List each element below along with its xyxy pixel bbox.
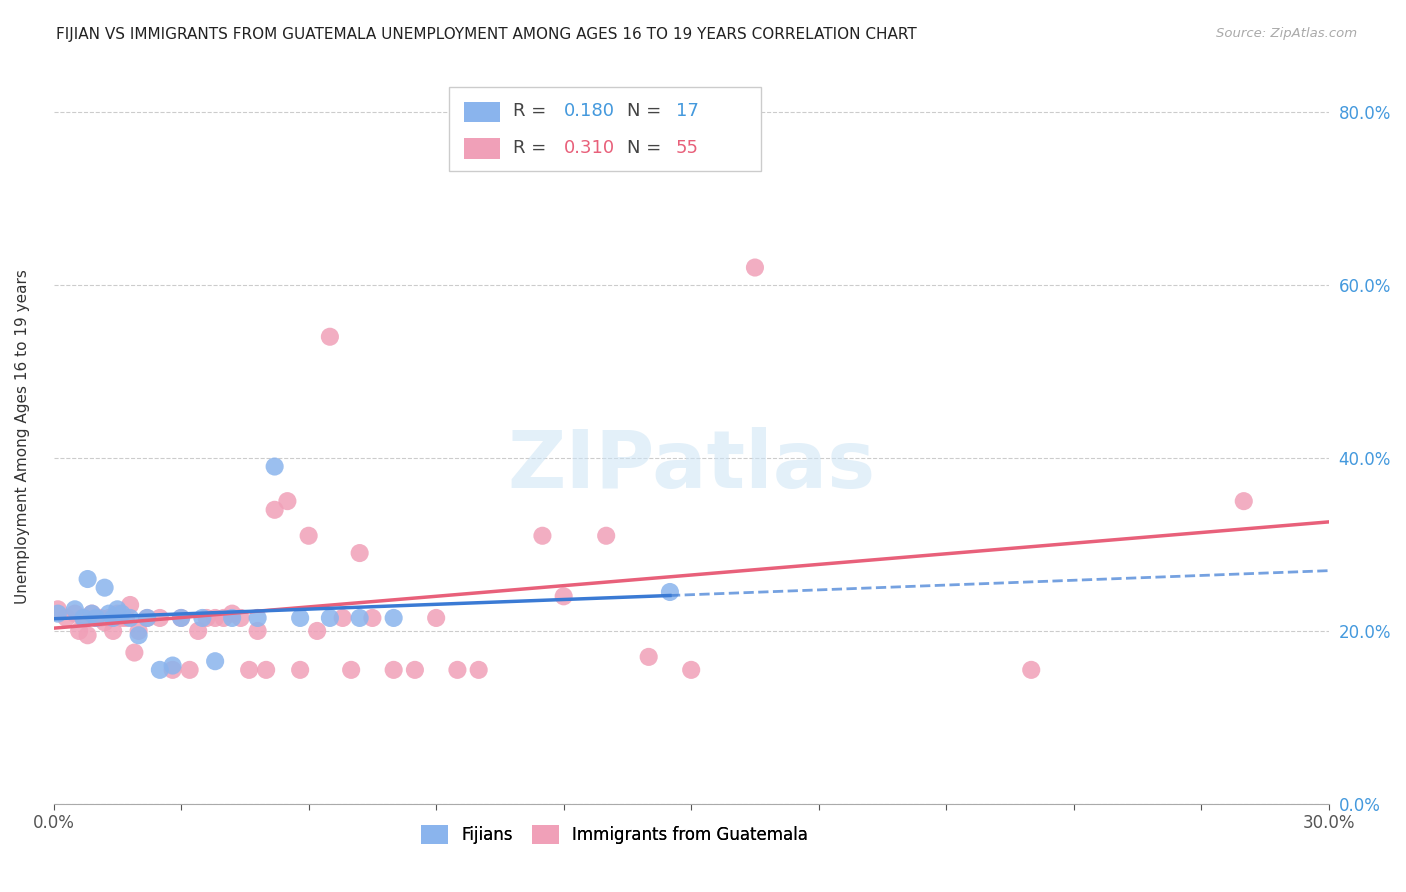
Point [425, 611, 447, 625]
Point [170, 611, 193, 625]
Point [111, 611, 134, 625]
Point [149, 611, 172, 625]
Point [46, 607, 69, 621]
Point [84, 611, 107, 625]
Point [84, 611, 107, 625]
Point [55, 611, 77, 625]
Point [101, 611, 124, 625]
Point [246, 624, 269, 638]
Point [93, 615, 115, 630]
Point [63, 607, 86, 621]
Point [204, 654, 226, 668]
Point [319, 330, 342, 344]
Point [340, 663, 363, 677]
Point [136, 611, 159, 625]
Point [170, 611, 193, 625]
FancyBboxPatch shape [464, 102, 501, 122]
Point [553, 590, 575, 604]
Y-axis label: Unemployment Among Ages 16 to 19 years: Unemployment Among Ages 16 to 19 years [15, 268, 30, 604]
Point [404, 663, 426, 677]
Point [93, 581, 115, 595]
Point [46, 602, 69, 616]
Text: 0.310: 0.310 [564, 139, 614, 157]
Point [149, 663, 172, 677]
Point [76, 628, 98, 642]
Point [637, 649, 659, 664]
Point [349, 546, 371, 560]
Text: FIJIAN VS IMMIGRANTS FROM GUATEMALA UNEMPLOYMENT AMONG AGES 16 TO 19 YEARS CORRE: FIJIAN VS IMMIGRANTS FROM GUATEMALA UNEM… [56, 27, 917, 42]
Text: Source: ZipAtlas.com: Source: ZipAtlas.com [1216, 27, 1357, 40]
Point [111, 607, 134, 621]
Point [382, 663, 405, 677]
FancyBboxPatch shape [464, 138, 501, 159]
Point [76, 572, 98, 586]
Point [221, 611, 243, 625]
Text: R =: R = [513, 139, 546, 157]
Point [254, 663, 277, 677]
Point [263, 503, 285, 517]
FancyBboxPatch shape [449, 87, 761, 171]
Text: N =: N = [627, 139, 662, 157]
Point [531, 529, 554, 543]
Point [72, 611, 94, 625]
Point [1233, 494, 1256, 508]
Point [595, 529, 617, 543]
Point [136, 611, 159, 625]
Text: ZIPatlas: ZIPatlas [508, 426, 876, 505]
Point [120, 598, 142, 612]
Point [307, 624, 329, 638]
Point [80, 607, 103, 621]
Point [744, 260, 766, 275]
Point [105, 602, 128, 616]
Point [63, 602, 86, 616]
Point [681, 663, 703, 677]
Point [319, 611, 342, 625]
Point [97, 607, 120, 621]
Point [67, 624, 90, 638]
Legend: Fijians, Immigrants from Guatemala: Fijians, Immigrants from Guatemala [415, 819, 815, 851]
Point [191, 611, 214, 625]
Point [162, 658, 184, 673]
Point [446, 663, 468, 677]
Point [212, 611, 235, 625]
Point [101, 624, 124, 638]
Point [263, 459, 285, 474]
Point [361, 611, 384, 625]
Point [332, 611, 354, 625]
Point [229, 611, 252, 625]
Text: 55: 55 [676, 139, 699, 157]
Point [382, 611, 405, 625]
Point [162, 663, 184, 677]
Point [179, 663, 201, 677]
Point [349, 611, 371, 625]
Point [288, 663, 311, 677]
Point [120, 611, 142, 625]
Point [298, 529, 321, 543]
Point [658, 585, 681, 599]
Point [187, 624, 209, 638]
Point [97, 611, 120, 625]
Point [115, 611, 138, 625]
Point [288, 611, 311, 625]
Point [128, 624, 150, 638]
Text: R =: R = [513, 103, 546, 120]
Point [124, 646, 146, 660]
Point [246, 611, 269, 625]
Point [238, 663, 260, 677]
Point [89, 611, 111, 625]
Point [128, 628, 150, 642]
Text: N =: N = [627, 103, 662, 120]
Point [1019, 663, 1042, 677]
Point [72, 611, 94, 625]
Text: 17: 17 [676, 103, 699, 120]
Point [276, 494, 298, 508]
Point [467, 663, 489, 677]
Point [80, 607, 103, 621]
Point [195, 611, 218, 625]
Text: 0.180: 0.180 [564, 103, 614, 120]
Point [105, 607, 128, 621]
Point [221, 607, 243, 621]
Point [204, 611, 226, 625]
